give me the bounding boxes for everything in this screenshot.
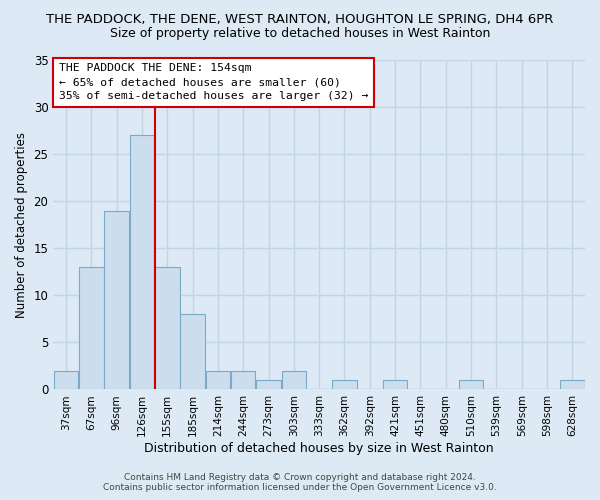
Bar	[560, 380, 584, 390]
Bar	[206, 370, 230, 390]
Bar	[459, 380, 484, 390]
Bar	[180, 314, 205, 390]
X-axis label: Distribution of detached houses by size in West Rainton: Distribution of detached houses by size …	[145, 442, 494, 455]
Bar	[79, 267, 104, 390]
Bar	[104, 210, 129, 390]
Bar	[281, 370, 306, 390]
Bar	[130, 136, 154, 390]
Text: THE PADDOCK, THE DENE, WEST RAINTON, HOUGHTON LE SPRING, DH4 6PR: THE PADDOCK, THE DENE, WEST RAINTON, HOU…	[46, 12, 554, 26]
Bar	[256, 380, 281, 390]
Bar	[231, 370, 256, 390]
Bar	[53, 370, 78, 390]
Text: Contains HM Land Registry data © Crown copyright and database right 2024.
Contai: Contains HM Land Registry data © Crown c…	[103, 473, 497, 492]
Bar	[332, 380, 357, 390]
Text: Size of property relative to detached houses in West Rainton: Size of property relative to detached ho…	[110, 28, 490, 40]
Y-axis label: Number of detached properties: Number of detached properties	[15, 132, 28, 318]
Text: THE PADDOCK THE DENE: 154sqm
← 65% of detached houses are smaller (60)
35% of se: THE PADDOCK THE DENE: 154sqm ← 65% of de…	[59, 64, 368, 102]
Bar	[383, 380, 407, 390]
Bar	[155, 267, 179, 390]
